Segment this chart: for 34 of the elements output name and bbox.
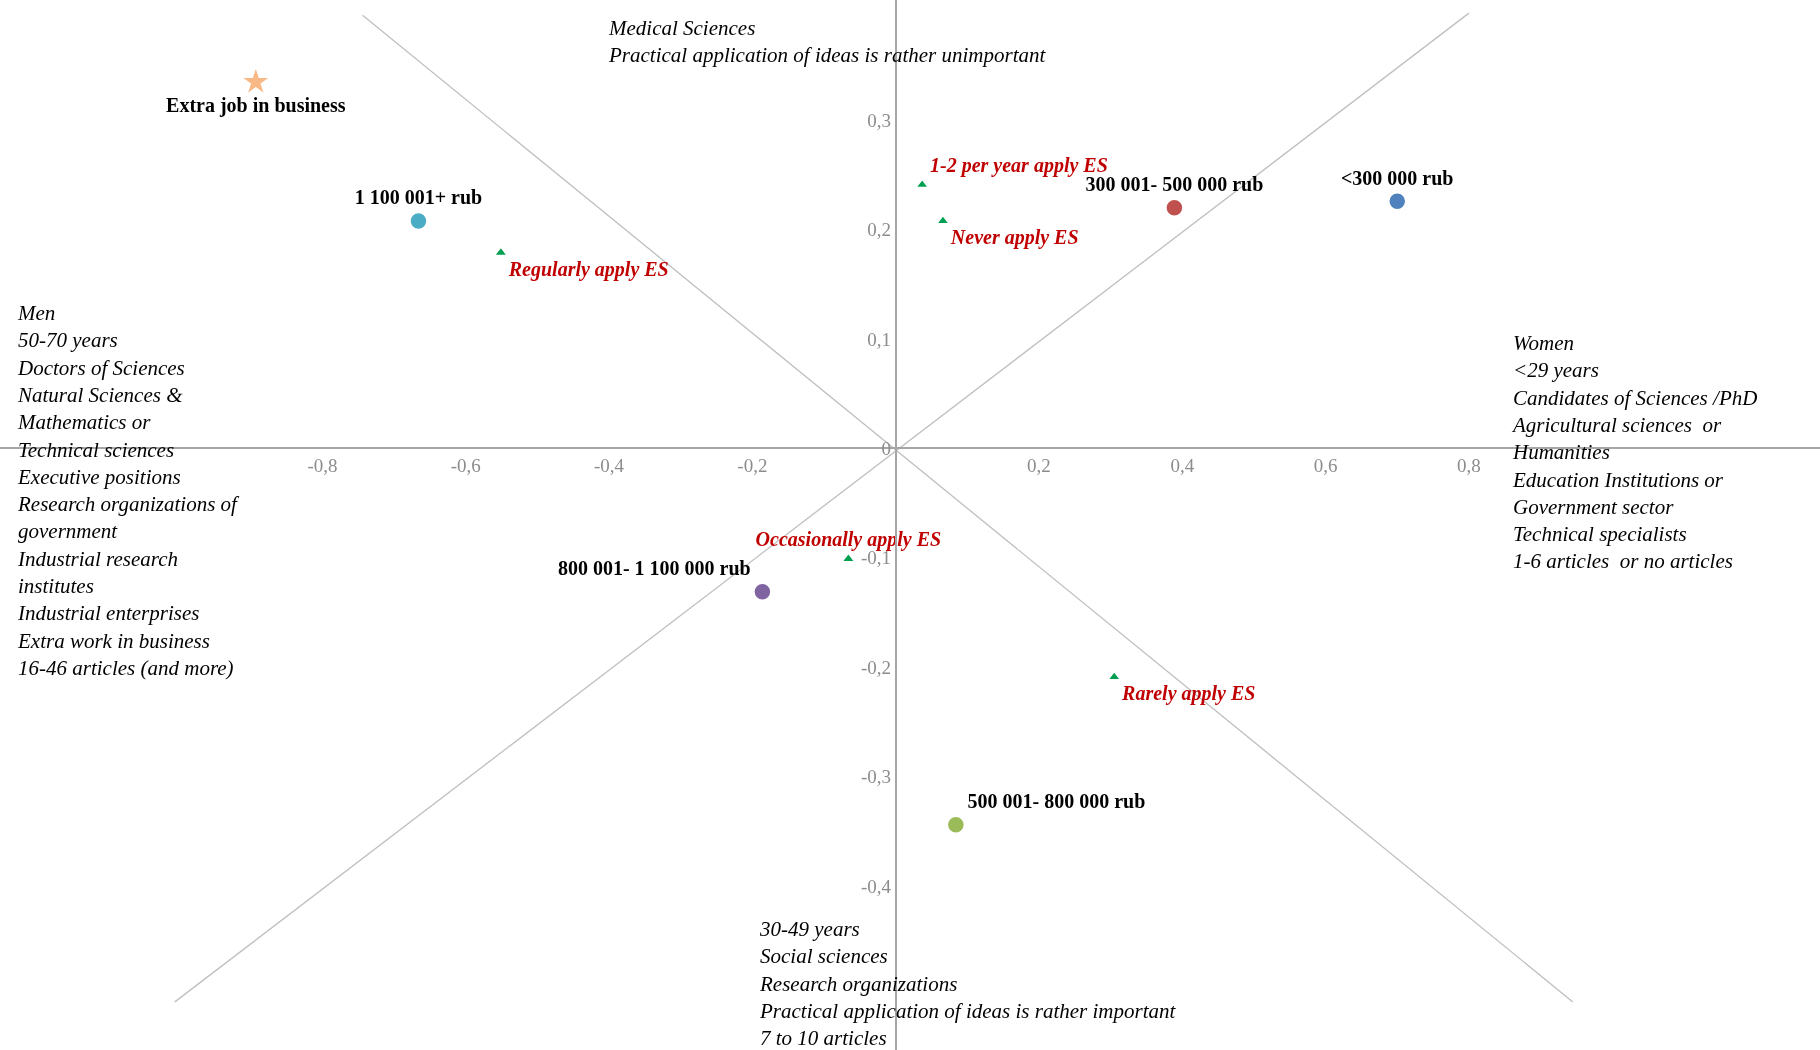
x-tick-label: -0,4 bbox=[594, 454, 625, 476]
series-label: Occasionally apply ES bbox=[755, 528, 942, 552]
y-tick-label: 0,1 bbox=[867, 328, 892, 350]
y-tick-label: 0,2 bbox=[867, 219, 892, 241]
annotation: Medical Sciences Practical application of ideas is rather unimportant bbox=[608, 16, 1047, 68]
series-label: Never apply ES bbox=[949, 225, 1079, 249]
point bbox=[753, 582, 772, 601]
x-tick-label: -0,6 bbox=[450, 454, 481, 476]
y-tick-label: -0,2 bbox=[861, 656, 892, 678]
point bbox=[946, 815, 966, 834]
series-label: Rarely apply ES bbox=[1121, 681, 1256, 705]
series-label: <300 000 rub bbox=[1340, 166, 1454, 189]
point bbox=[493, 246, 508, 257]
annotation: 30-49 years Social sciences Research organizations Practical application of ideas is rather important 7 to 10 articles bbox=[759, 917, 1177, 1050]
point bbox=[409, 211, 428, 231]
x-tick-label: 0,4 bbox=[1170, 454, 1195, 476]
x-tick-label: 0,2 bbox=[1027, 454, 1051, 476]
point bbox=[841, 552, 856, 563]
y-tick-label: 0,3 bbox=[867, 109, 892, 131]
series-label: Regularly apply ES bbox=[507, 257, 669, 281]
y-tick-label: -0,3 bbox=[861, 766, 892, 788]
series-label: 800 001- 1 100 000 rub bbox=[557, 557, 751, 580]
text: Women <29 years Candidates of Sciences /PhD Agricultural sciences or Humanities Education Institutions or Government sector Technical specialists 1-6 articles or no articles bbox=[1513, 331, 1758, 574]
text: Men 50-70 years Doctors of Sciences Natural Sciences & Mathematics or Technical sciences Executive positions Research organizations of government Industrial research institutes Industrial enterprises Extra work in business 16-46 articles (and more) bbox=[18, 301, 237, 680]
series-label: 1 100 001+ rub bbox=[354, 186, 483, 209]
x-tick-label: -0,2 bbox=[737, 454, 768, 476]
x-tick-label: -0,8 bbox=[307, 454, 338, 476]
x-tick-label: 0,6 bbox=[1313, 454, 1338, 476]
y-tick-label: -0,4 bbox=[861, 875, 892, 897]
point bbox=[1388, 192, 1407, 211]
series-label: Extra job in business bbox=[166, 93, 346, 117]
x-tick-label: 0,8 bbox=[1457, 454, 1481, 476]
series-label: 500 001- 800 000 rub bbox=[967, 790, 1146, 813]
point bbox=[1165, 198, 1184, 218]
